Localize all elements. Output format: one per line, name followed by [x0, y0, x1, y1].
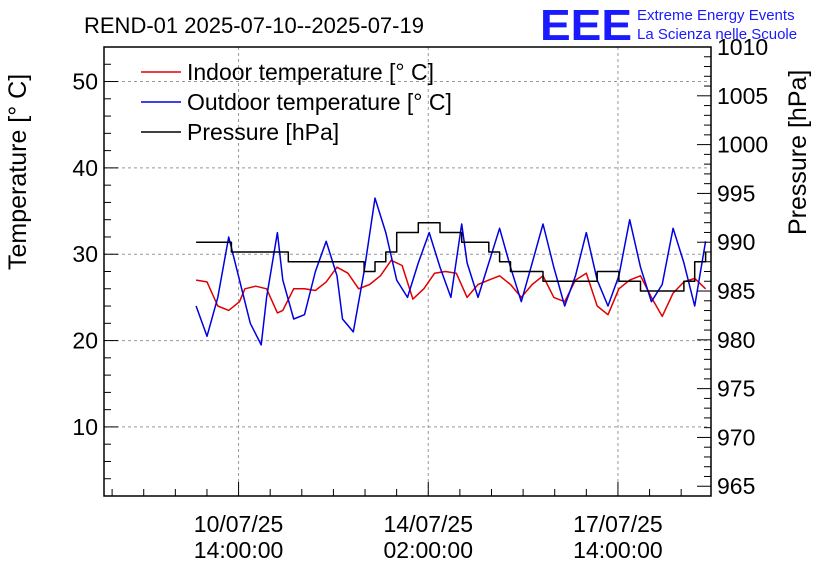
- right-axis: 965 970 975 980 985 990 995 1000 1005 1010: [697, 34, 768, 499]
- y2-tick-label: 975: [717, 376, 755, 402]
- y2-axis-label: Pressure [hPa]: [784, 70, 812, 235]
- y-tick-label: 20: [72, 328, 98, 354]
- y-axis-label: Temperature [° C]: [4, 74, 32, 270]
- x-tick-label-time: 02:00:00: [383, 537, 473, 563]
- legend-label-indoor-temperature: Indoor temperature [° C]: [187, 59, 434, 85]
- eee-logo-line2: La Scienza nelle Scuole: [637, 26, 797, 43]
- y2-tick-label: 985: [717, 278, 755, 304]
- y2-tick-label: 1000: [717, 132, 768, 158]
- y2-tick-label: 995: [717, 180, 755, 206]
- grid: [104, 47, 711, 496]
- eee-logo: EEE Extreme Energy Events La Scienza nel…: [540, 1, 797, 50]
- legend-label-pressure: Pressure [hPa]: [187, 119, 339, 145]
- y2-tick-label: 1010: [717, 34, 768, 60]
- y2-tick-label: 970: [717, 424, 755, 450]
- x-tick-label-time: 14:00:00: [573, 537, 663, 563]
- eee-logo-line1: Extreme Energy Events: [637, 7, 795, 24]
- legend: Indoor temperature [° C] Outdoor temperat…: [141, 59, 452, 145]
- y-tick-label: 10: [72, 414, 98, 440]
- y-tick-label: 40: [72, 155, 98, 181]
- y-tick-label: 50: [72, 69, 98, 95]
- x-tick-label-time: 14:00:00: [194, 537, 284, 563]
- chart-title: REND-01 2025-07-10--2025-07-19: [84, 13, 424, 38]
- series-line-outdoor-temperature: [195, 197, 707, 346]
- legend-label-outdoor-temperature: Outdoor temperature [° C]: [187, 89, 452, 115]
- x-axis: 10/07/2514:00:0014/07/2502:00:0017/07/25…: [111, 482, 682, 563]
- y2-tick-label: 1005: [717, 83, 768, 109]
- y2-tick-label: 990: [717, 229, 755, 255]
- y2-tick-label: 965: [717, 473, 755, 499]
- series-line-pressure: [196, 221, 707, 292]
- x-tick-label-date: 17/07/25: [573, 511, 663, 537]
- y-tick-label: 30: [72, 241, 98, 267]
- eee-logo-mark: EEE: [540, 1, 632, 50]
- x-tick-label-date: 10/07/25: [194, 511, 284, 537]
- series-lines: [195, 197, 707, 346]
- x-tick-label-date: 14/07/25: [383, 511, 473, 537]
- series-line-indoor-temperature: [195, 259, 707, 318]
- left-axis: 10 20 30 40 50: [72, 46, 118, 497]
- y2-tick-label: 980: [717, 327, 755, 353]
